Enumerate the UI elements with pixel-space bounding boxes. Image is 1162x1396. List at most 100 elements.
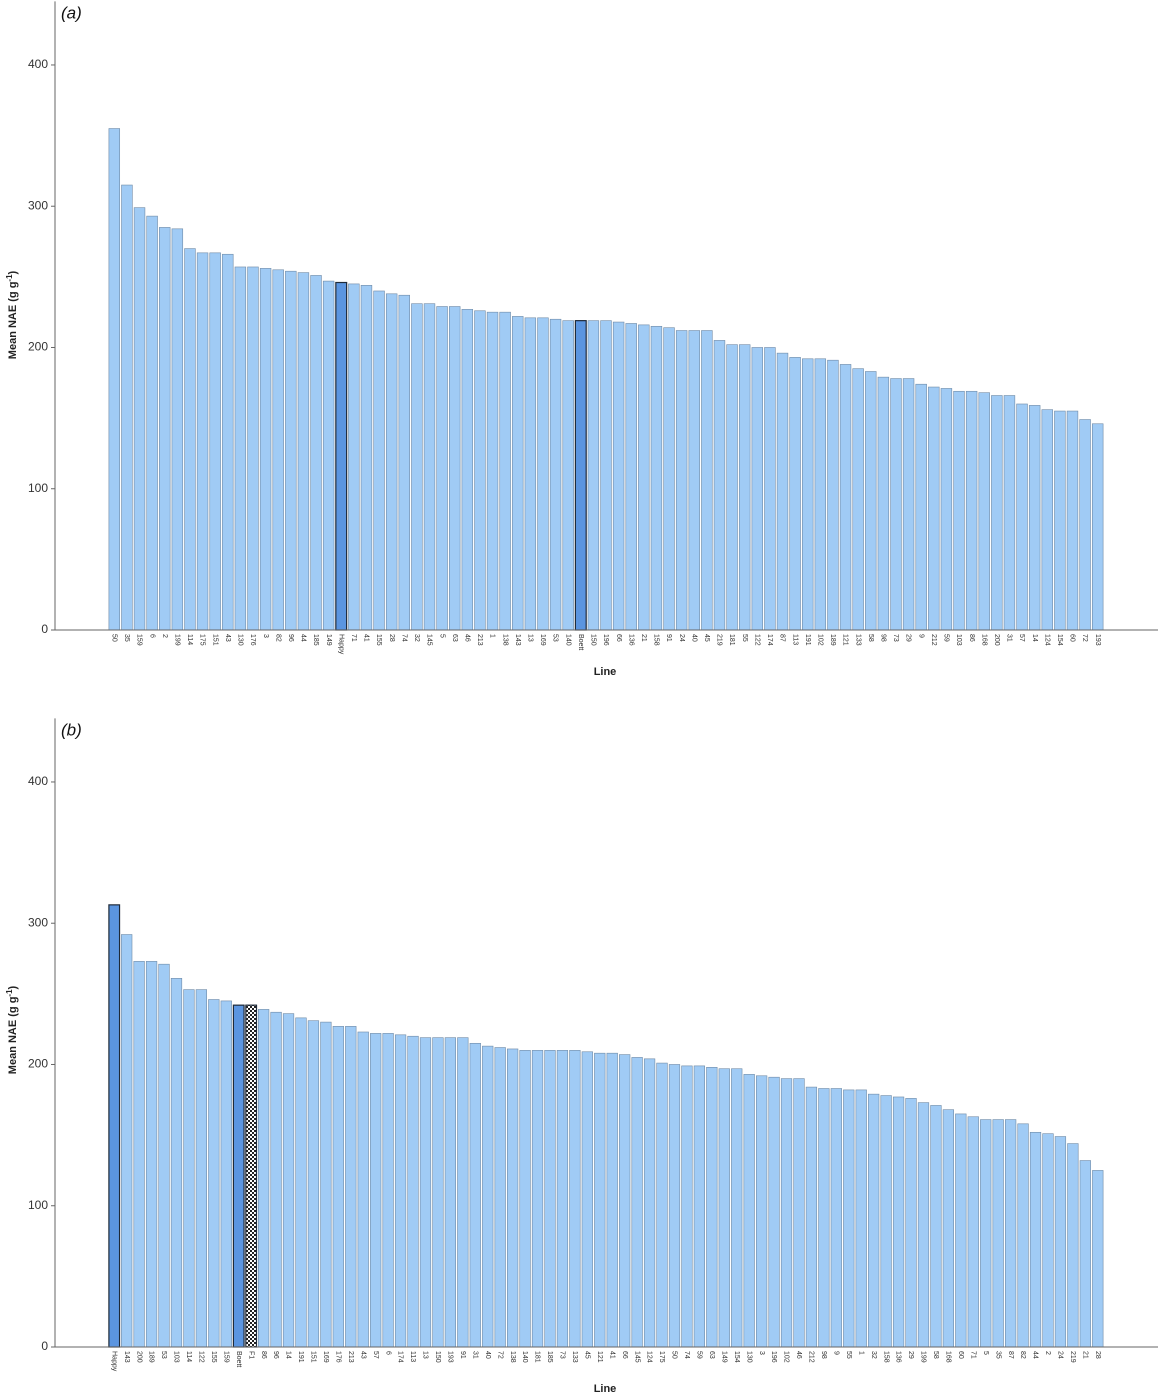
x-tick-label: 1 [489,634,496,638]
bar [930,1105,942,1348]
bar [285,270,297,631]
bar [1092,1170,1104,1348]
x-tick-label: 155 [375,634,382,646]
x-tick-label: 31 [471,1351,478,1359]
x-tick-label: 58 [867,634,874,642]
x-tick-label: 181 [534,1351,541,1363]
x-tick-label: 9 [917,634,924,638]
bar [108,128,121,631]
x-axis-title: Line [594,1383,617,1395]
x-tick-label: 113 [791,634,798,645]
x-tick-label: 150 [434,1351,441,1363]
bar [449,306,461,631]
x-tick-label: Boett [577,634,584,650]
bar [146,215,158,631]
bar [928,386,940,631]
x-tick-label: 57 [1018,634,1025,642]
x-tick-label: 169 [539,634,546,646]
bar [569,1050,581,1348]
x-tick-label: 50 [110,634,117,642]
bar [868,1093,880,1348]
bar [322,280,335,631]
bar [693,1065,705,1348]
x-tick-label: 1 [857,1351,864,1355]
x-tick-label: 121 [596,1351,603,1363]
bar [121,184,133,631]
x-tick-label: 28 [1094,1351,1101,1359]
bar [398,294,410,631]
bar [581,1051,593,1348]
x-tick-label: 199 [920,1351,927,1363]
bar [469,1042,481,1348]
bar [556,1050,569,1348]
x-tick-label: 43 [359,1351,366,1359]
x-tick-label: 176 [334,1351,341,1363]
bar [650,325,663,631]
bar [332,1026,344,1348]
bar [915,383,927,631]
x-tick-label: 196 [602,634,609,646]
x-tick-label: 159 [136,634,143,646]
x-tick-label: 176 [249,634,256,646]
bar [643,1058,656,1348]
y-tick-label: 200 [28,340,48,354]
x-tick-label: 60 [1069,634,1076,642]
x-tick-label: 130 [745,1351,752,1363]
bar [145,961,158,1348]
x-tick-label: 74 [683,1351,690,1359]
x-tick-label: 3 [262,634,269,638]
bar [171,228,184,631]
bar [892,1096,905,1348]
x-tick-label: 114 [185,1351,192,1362]
bar [1067,1143,1079,1348]
bar [681,1065,693,1348]
x-tick-label: 46 [463,634,470,642]
x-tick-label: 151 [310,1351,317,1363]
bar [619,1054,631,1348]
bar [295,1017,307,1348]
x-tick-label: 6 [148,634,155,638]
x-tick-label: 102 [816,634,823,646]
bar [839,364,852,631]
x-axis-title: Line [594,666,617,678]
bar [1016,403,1028,631]
x-tick-label: 149 [325,634,332,646]
x-tick-label: 91 [665,634,672,642]
bar [394,1034,407,1348]
bar [1042,1133,1054,1348]
x-tick-label: 29 [907,1351,914,1359]
bar [411,303,423,631]
x-tick-label: 150 [590,634,597,646]
x-tick-label: 32 [870,1351,877,1359]
bar [768,1076,780,1348]
bar [726,344,738,631]
y-axis-title-end: ) [7,270,19,274]
x-tick-label: 145 [633,1351,640,1363]
bar [955,1113,967,1348]
bar [423,303,436,631]
x-tick-label: 191 [297,1351,304,1363]
x-tick-label: 113 [409,1351,416,1362]
bar [195,989,208,1348]
bar [444,1037,456,1348]
bar [751,347,763,631]
x-tick-label: 66 [621,1351,628,1359]
bar [549,318,562,631]
bar [668,1064,681,1348]
x-tick-label: 140 [564,634,571,646]
x-tick-label: 175 [199,634,206,646]
x-tick-label: 46 [795,1351,802,1359]
bar [738,344,751,631]
x-tick-label: 73 [892,634,899,642]
x-tick-label: 59 [696,1351,703,1359]
bar [978,392,990,631]
bar [1079,1160,1091,1348]
x-tick-label: 74 [400,634,407,642]
bar [506,1048,519,1348]
bar [282,1013,295,1348]
x-tick-label: 91 [459,1351,466,1359]
bar [245,1004,258,1348]
x-tick-label: 96 [272,1351,279,1359]
x-tick-label: 98 [880,634,887,642]
